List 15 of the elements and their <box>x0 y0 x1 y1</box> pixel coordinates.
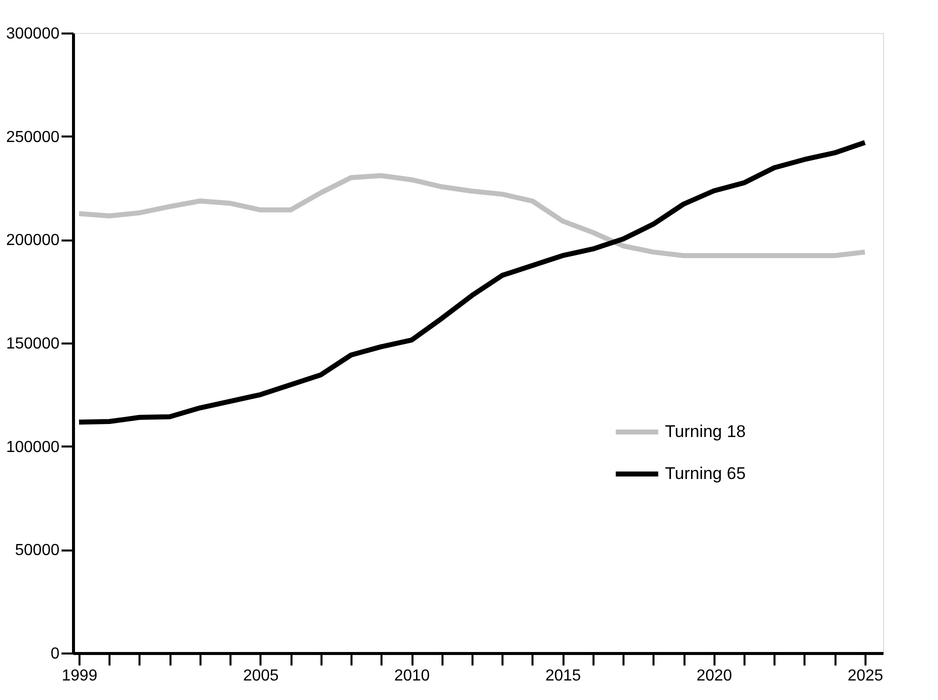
y-tick-label: 150000 <box>6 336 60 352</box>
y-tick-label: 300000 <box>6 26 60 42</box>
legend-label: Turning 65 <box>665 464 746 483</box>
x-tick-label: 2005 <box>243 668 279 684</box>
y-tick-label: 100000 <box>6 438 60 456</box>
x-tick-label: 2015 <box>545 668 582 684</box>
y-tick-label: 50000 <box>15 542 60 560</box>
x-tick-label: 2010 <box>394 668 430 684</box>
y-tick-label: 0 <box>50 646 60 662</box>
y-tick-label: 250000 <box>6 128 60 146</box>
x-tick-label: 1999 <box>62 668 98 684</box>
legend-label: Turning 18 <box>665 422 746 441</box>
y-tick-label: 200000 <box>6 232 60 250</box>
x-tick-label: 2020 <box>696 668 732 684</box>
x-tick-label: 2025 <box>848 668 884 684</box>
